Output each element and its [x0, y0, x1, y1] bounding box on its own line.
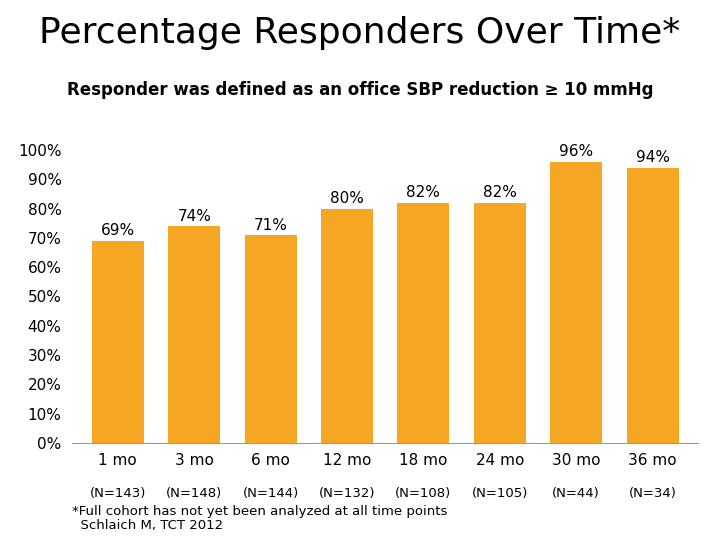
Text: 80%: 80% — [330, 191, 364, 206]
Text: (N=34): (N=34) — [629, 487, 677, 500]
Bar — [245, 235, 297, 443]
Text: 69%: 69% — [101, 224, 135, 239]
Text: 82%: 82% — [407, 185, 441, 200]
Text: Percentage Responders Over Time*: Percentage Responders Over Time* — [40, 16, 680, 50]
Bar — [168, 226, 220, 443]
Bar — [474, 203, 526, 443]
Bar — [550, 162, 602, 443]
Text: (N=144): (N=144) — [243, 487, 299, 500]
Text: Responder was defined as an office SBP reduction ≥ 10 mmHg: Responder was defined as an office SBP r… — [67, 81, 653, 99]
Bar — [92, 241, 144, 443]
Bar — [397, 203, 449, 443]
Text: (N=44): (N=44) — [552, 487, 600, 500]
Text: 96%: 96% — [559, 145, 593, 159]
Text: 82%: 82% — [483, 185, 517, 200]
Text: *Full cohort has not yet been analyzed at all time points: *Full cohort has not yet been analyzed a… — [72, 505, 447, 518]
Bar — [626, 167, 678, 443]
Text: 71%: 71% — [253, 218, 287, 233]
Text: 94%: 94% — [636, 150, 670, 165]
Text: Schlaich M, TCT 2012: Schlaich M, TCT 2012 — [72, 519, 223, 532]
Text: (N=132): (N=132) — [319, 487, 375, 500]
Text: (N=143): (N=143) — [90, 487, 146, 500]
Text: (N=108): (N=108) — [395, 487, 451, 500]
Text: (N=105): (N=105) — [472, 487, 528, 500]
Bar — [321, 208, 373, 443]
Text: 74%: 74% — [177, 209, 211, 224]
Text: (N=148): (N=148) — [166, 487, 222, 500]
